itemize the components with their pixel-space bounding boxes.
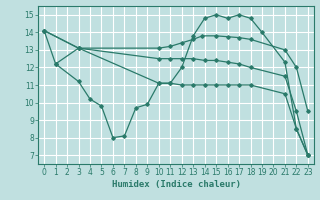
X-axis label: Humidex (Indice chaleur): Humidex (Indice chaleur) (111, 180, 241, 189)
